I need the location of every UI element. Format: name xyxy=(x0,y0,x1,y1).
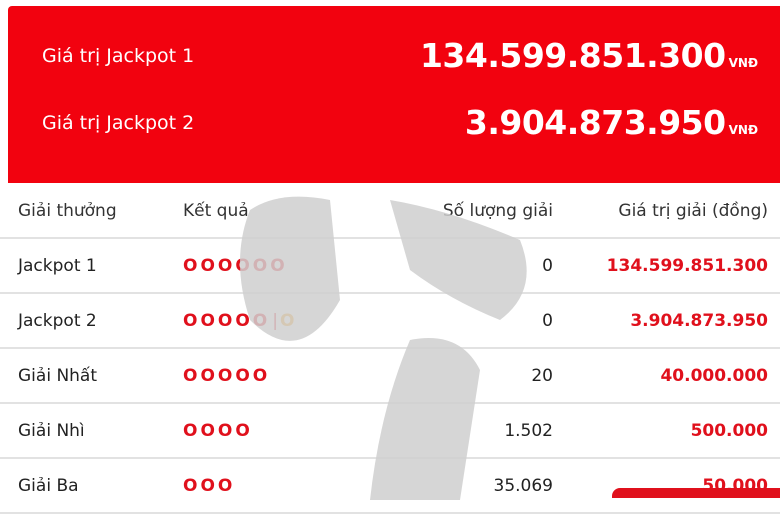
header-count: Số lượng giải xyxy=(383,184,553,239)
prize-name: Jackpot 2 xyxy=(0,293,178,349)
table-row: Jackpot 1 OOOOOO 0 134.599.851.300 xyxy=(0,238,780,294)
jackpot1-unit: VNĐ xyxy=(728,56,758,70)
separator: | xyxy=(272,310,278,331)
jackpot1-value: 134.599.851.300 xyxy=(419,36,726,75)
jackpot2-row: Giá trị Jackpot 2 3.904.873.950 VNĐ xyxy=(42,103,758,142)
result-dots: OOO xyxy=(183,475,236,496)
prize-name: Giải Ba xyxy=(0,458,178,514)
prize-value: 40.000.000 xyxy=(553,348,780,404)
prize-count: 20 xyxy=(383,348,553,404)
prize-count: 0 xyxy=(383,293,553,349)
prize-value: 50.000 xyxy=(553,458,780,514)
header-prize: Giải thưởng xyxy=(0,184,178,239)
table-row: Giải Ba OOO 35.069 50.000 xyxy=(0,458,780,514)
special-dot: O xyxy=(280,310,295,331)
result-dots: OOOOO xyxy=(183,310,271,331)
jackpot-banner: Giá trị Jackpot 1 134.599.851.300 VNĐ Giá… xyxy=(8,6,780,183)
table-row: Jackpot 2 OOOOO | O 0 3.904.873.950 xyxy=(0,293,780,349)
prize-count: 1.502 xyxy=(383,403,553,459)
result-dots: OOOOOO xyxy=(183,255,288,276)
corner-decoration xyxy=(612,488,780,498)
jackpot1-row: Giá trị Jackpot 1 134.599.851.300 VNĐ xyxy=(42,36,758,75)
prize-value: 500.000 xyxy=(553,403,780,459)
prize-value: 134.599.851.300 xyxy=(553,238,780,294)
table-header: Giải thưởng Kết quả Số lượng giải Giá tr… xyxy=(0,184,780,239)
prize-name: Giải Nhì xyxy=(0,403,178,459)
jackpot2-unit: VNĐ xyxy=(728,123,758,137)
prize-table: Giải thưởng Kết quả Số lượng giải Giá tr… xyxy=(0,184,780,514)
result-dots: OOOO xyxy=(183,420,253,441)
prize-value: 3.904.873.950 xyxy=(553,293,780,349)
header-result: Kết quả xyxy=(178,184,383,239)
table-row: Giải Nhì OOOO 1.502 500.000 xyxy=(0,403,780,459)
header-value: Giá trị giải (đồng) xyxy=(553,184,780,239)
jackpot2-label: Giá trị Jackpot 2 xyxy=(42,111,195,134)
jackpot2-value: 3.904.873.950 xyxy=(464,103,726,142)
jackpot1-label: Giá trị Jackpot 1 xyxy=(42,44,195,67)
prize-count: 0 xyxy=(383,238,553,294)
table-row: Giải Nhất OOOOO 20 40.000.000 xyxy=(0,348,780,404)
prize-name: Jackpot 1 xyxy=(0,238,178,294)
result-dots: OOOOO xyxy=(183,365,271,386)
prize-name: Giải Nhất xyxy=(0,348,178,404)
prize-count: 35.069 xyxy=(383,458,553,514)
